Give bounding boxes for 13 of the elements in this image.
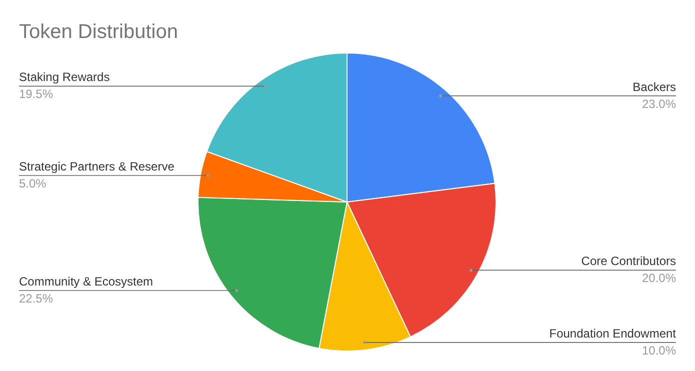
- slice-label: Foundation Endowment: [549, 326, 677, 340]
- data-label: 23.0%: [642, 96, 676, 111]
- slice-label: Strategic Partners & Reserve: [19, 159, 175, 174]
- chart-title: Token Distribution: [19, 21, 178, 43]
- slice-label: Core Contributors: [581, 254, 676, 268]
- slice-label: Community & Ecosystem: [19, 274, 154, 289]
- data-label: 19.5%: [19, 87, 54, 102]
- data-label: 22.5%: [19, 292, 54, 306]
- data-label: 20.0%: [642, 271, 676, 286]
- slice-label: Staking Rewards: [19, 70, 110, 84]
- data-label: 10.0%: [642, 343, 676, 358]
- slice-label: Backers: [632, 80, 676, 94]
- data-label: 5.0%: [19, 176, 47, 190]
